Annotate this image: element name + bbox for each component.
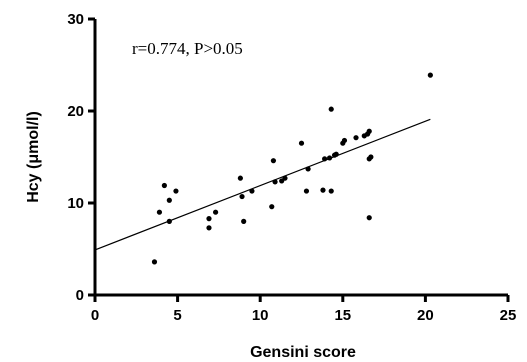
data-point <box>303 188 310 194</box>
x-tick-label: 25 <box>500 307 517 324</box>
data-point <box>326 155 333 161</box>
data-point <box>353 135 359 141</box>
data-point <box>366 128 372 134</box>
data-point <box>366 215 372 221</box>
ticks-layer: 0 10 20 30 0 5 10 15 20 25 <box>67 11 516 324</box>
correlation-annotation: r=0.774, P>0.05 <box>132 39 243 58</box>
data-point <box>151 259 158 265</box>
data-point <box>206 216 212 222</box>
data-point <box>206 225 212 231</box>
x-tick-label: 0 <box>91 307 99 324</box>
data-point <box>328 188 334 194</box>
y-tick-label: 30 <box>67 11 84 28</box>
regression-line <box>94 118 431 251</box>
x-tick-label: 10 <box>252 307 269 324</box>
data-point <box>328 106 334 112</box>
data-point <box>282 175 288 181</box>
data-point <box>427 72 433 78</box>
data-point <box>341 137 348 144</box>
x-tick-label: 15 <box>334 307 351 324</box>
y-tick-label: 0 <box>76 287 84 304</box>
data-point <box>156 209 163 215</box>
x-tick-label: 5 <box>173 307 181 324</box>
data-point <box>320 187 326 193</box>
data-point <box>333 151 339 157</box>
data-point <box>161 182 167 189</box>
data-point <box>322 156 328 162</box>
data-point <box>298 140 305 146</box>
x-tick-label: 20 <box>417 307 434 324</box>
data-point <box>305 166 311 172</box>
data-point <box>173 188 179 194</box>
y-tick-label: 10 <box>67 195 84 212</box>
data-point <box>241 218 247 224</box>
fit-line-layer <box>94 118 431 251</box>
data-point <box>166 218 172 224</box>
x-axis-title: Gensini score <box>250 344 356 361</box>
axes-layer <box>93 19 508 297</box>
y-axis-title: Hcy (μmol/l) <box>25 111 42 203</box>
data-points-layer <box>151 72 433 265</box>
data-point <box>272 179 278 185</box>
data-point <box>239 193 245 200</box>
data-point <box>212 209 219 215</box>
data-point <box>270 158 277 164</box>
data-point <box>166 197 172 203</box>
y-tick-label: 20 <box>67 103 84 120</box>
data-point <box>249 188 255 194</box>
data-point <box>269 204 275 210</box>
data-point <box>368 154 374 160</box>
data-point <box>237 175 243 181</box>
